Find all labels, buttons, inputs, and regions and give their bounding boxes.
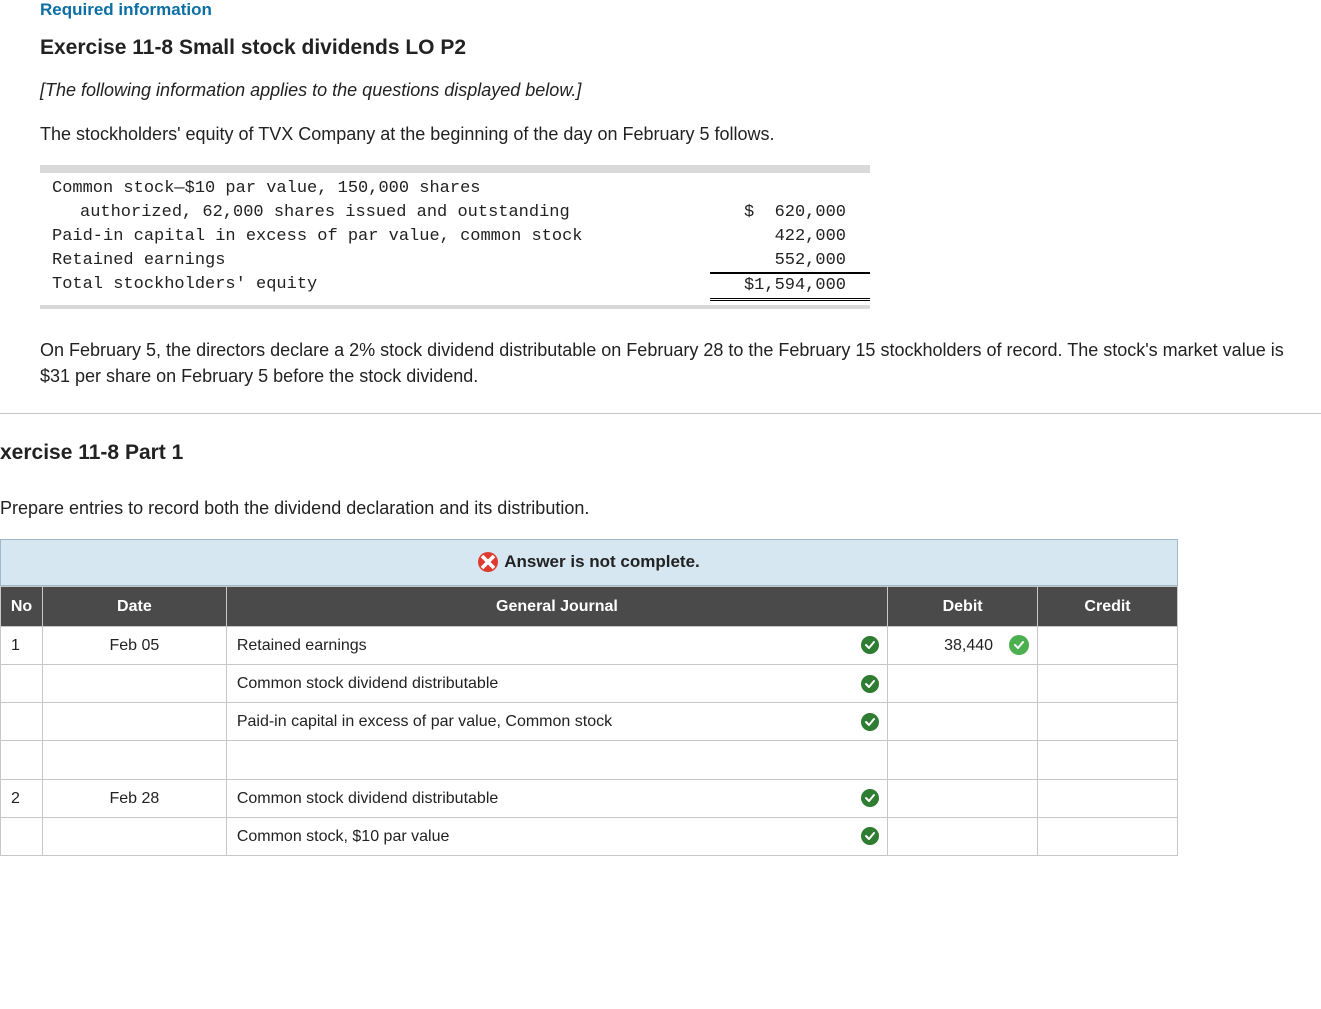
check-icon [861,789,879,807]
intro-text: The stockholders' equity of TVX Company … [40,121,1301,147]
equity-amt-4: $1,594,000 [710,273,870,301]
check-icon [861,636,879,654]
cell-debit[interactable]: 38,440 [888,626,1038,664]
cell-general-journal[interactable]: Retained earnings [226,626,887,664]
narrative-text: On February 5, the directors declare a 2… [40,337,1301,389]
equity-amt-3: 552,000 [710,249,870,274]
col-header-general-journal: General Journal [226,586,887,626]
cell-no [1,664,43,702]
cell-no [1,741,43,779]
cell-credit[interactable] [1038,664,1178,702]
check-icon [861,713,879,731]
check-icon [861,827,879,845]
cell-date[interactable] [42,741,226,779]
cell-credit[interactable] [1038,741,1178,779]
cell-general-journal[interactable]: Paid-in capital in excess of par value, … [226,703,887,741]
cell-no: 2 [1,779,43,817]
col-header-debit: Debit [888,586,1038,626]
cell-date[interactable] [42,817,226,855]
equity-line-1a: Common stock—$10 par value, 150,000 shar… [40,177,710,201]
cell-date[interactable]: Feb 28 [42,779,226,817]
equity-amt-1: $ 620,000 [710,201,870,225]
cell-no [1,703,43,741]
cell-debit[interactable] [888,817,1038,855]
cell-credit[interactable] [1038,779,1178,817]
equity-line-3: Retained earnings [40,249,710,274]
journal-table: No Date General Journal Debit Credit 1Fe… [0,586,1178,856]
applies-note: [The following information applies to th… [40,77,1301,103]
cell-date[interactable] [42,664,226,702]
cell-debit[interactable] [888,741,1038,779]
cell-credit[interactable] [1038,817,1178,855]
required-information-label: Required information [40,0,1301,23]
cell-date[interactable] [42,703,226,741]
cell-general-journal[interactable]: Common stock dividend distributable [226,664,887,702]
cell-date[interactable]: Feb 05 [42,626,226,664]
cell-no: 1 [1,626,43,664]
col-header-date: Date [42,586,226,626]
x-icon [478,552,498,572]
cell-debit[interactable] [888,664,1038,702]
cell-general-journal[interactable] [226,741,887,779]
part-instruction: Prepare entries to record both the divid… [0,495,1321,521]
equity-line-1b: authorized, 62,000 shares issued and out… [40,201,710,225]
equity-line-2: Paid-in capital in excess of par value, … [40,225,710,249]
exercise-title: Exercise 11-8 Small stock dividends LO P… [40,33,1301,63]
cell-debit[interactable] [888,779,1038,817]
col-header-no: No [1,586,43,626]
equity-line-4: Total stockholders' equity [40,273,710,301]
divider [0,413,1321,414]
answer-status-text: Answer is not complete. [504,550,700,575]
part-title: xercise 11-8 Part 1 [0,438,1321,468]
cell-credit[interactable] [1038,703,1178,741]
cell-debit[interactable] [888,703,1038,741]
col-header-credit: Credit [1038,586,1178,626]
table-row: 1Feb 05Retained earnings38,440 [1,626,1178,664]
cell-credit[interactable] [1038,626,1178,664]
table-row: Paid-in capital in excess of par value, … [1,703,1178,741]
check-icon [861,675,879,693]
equity-table: Common stock—$10 par value, 150,000 shar… [40,165,1301,309]
answer-status-banner: Answer is not complete. [0,539,1178,586]
table-row: Common stock dividend distributable [1,664,1178,702]
check-icon [1009,635,1029,655]
cell-general-journal[interactable]: Common stock dividend distributable [226,779,887,817]
cell-no [1,817,43,855]
equity-amt-2: 422,000 [710,225,870,249]
table-row [1,741,1178,779]
cell-general-journal[interactable]: Common stock, $10 par value [226,817,887,855]
table-row: 2Feb 28Common stock dividend distributab… [1,779,1178,817]
table-row: Common stock, $10 par value [1,817,1178,855]
